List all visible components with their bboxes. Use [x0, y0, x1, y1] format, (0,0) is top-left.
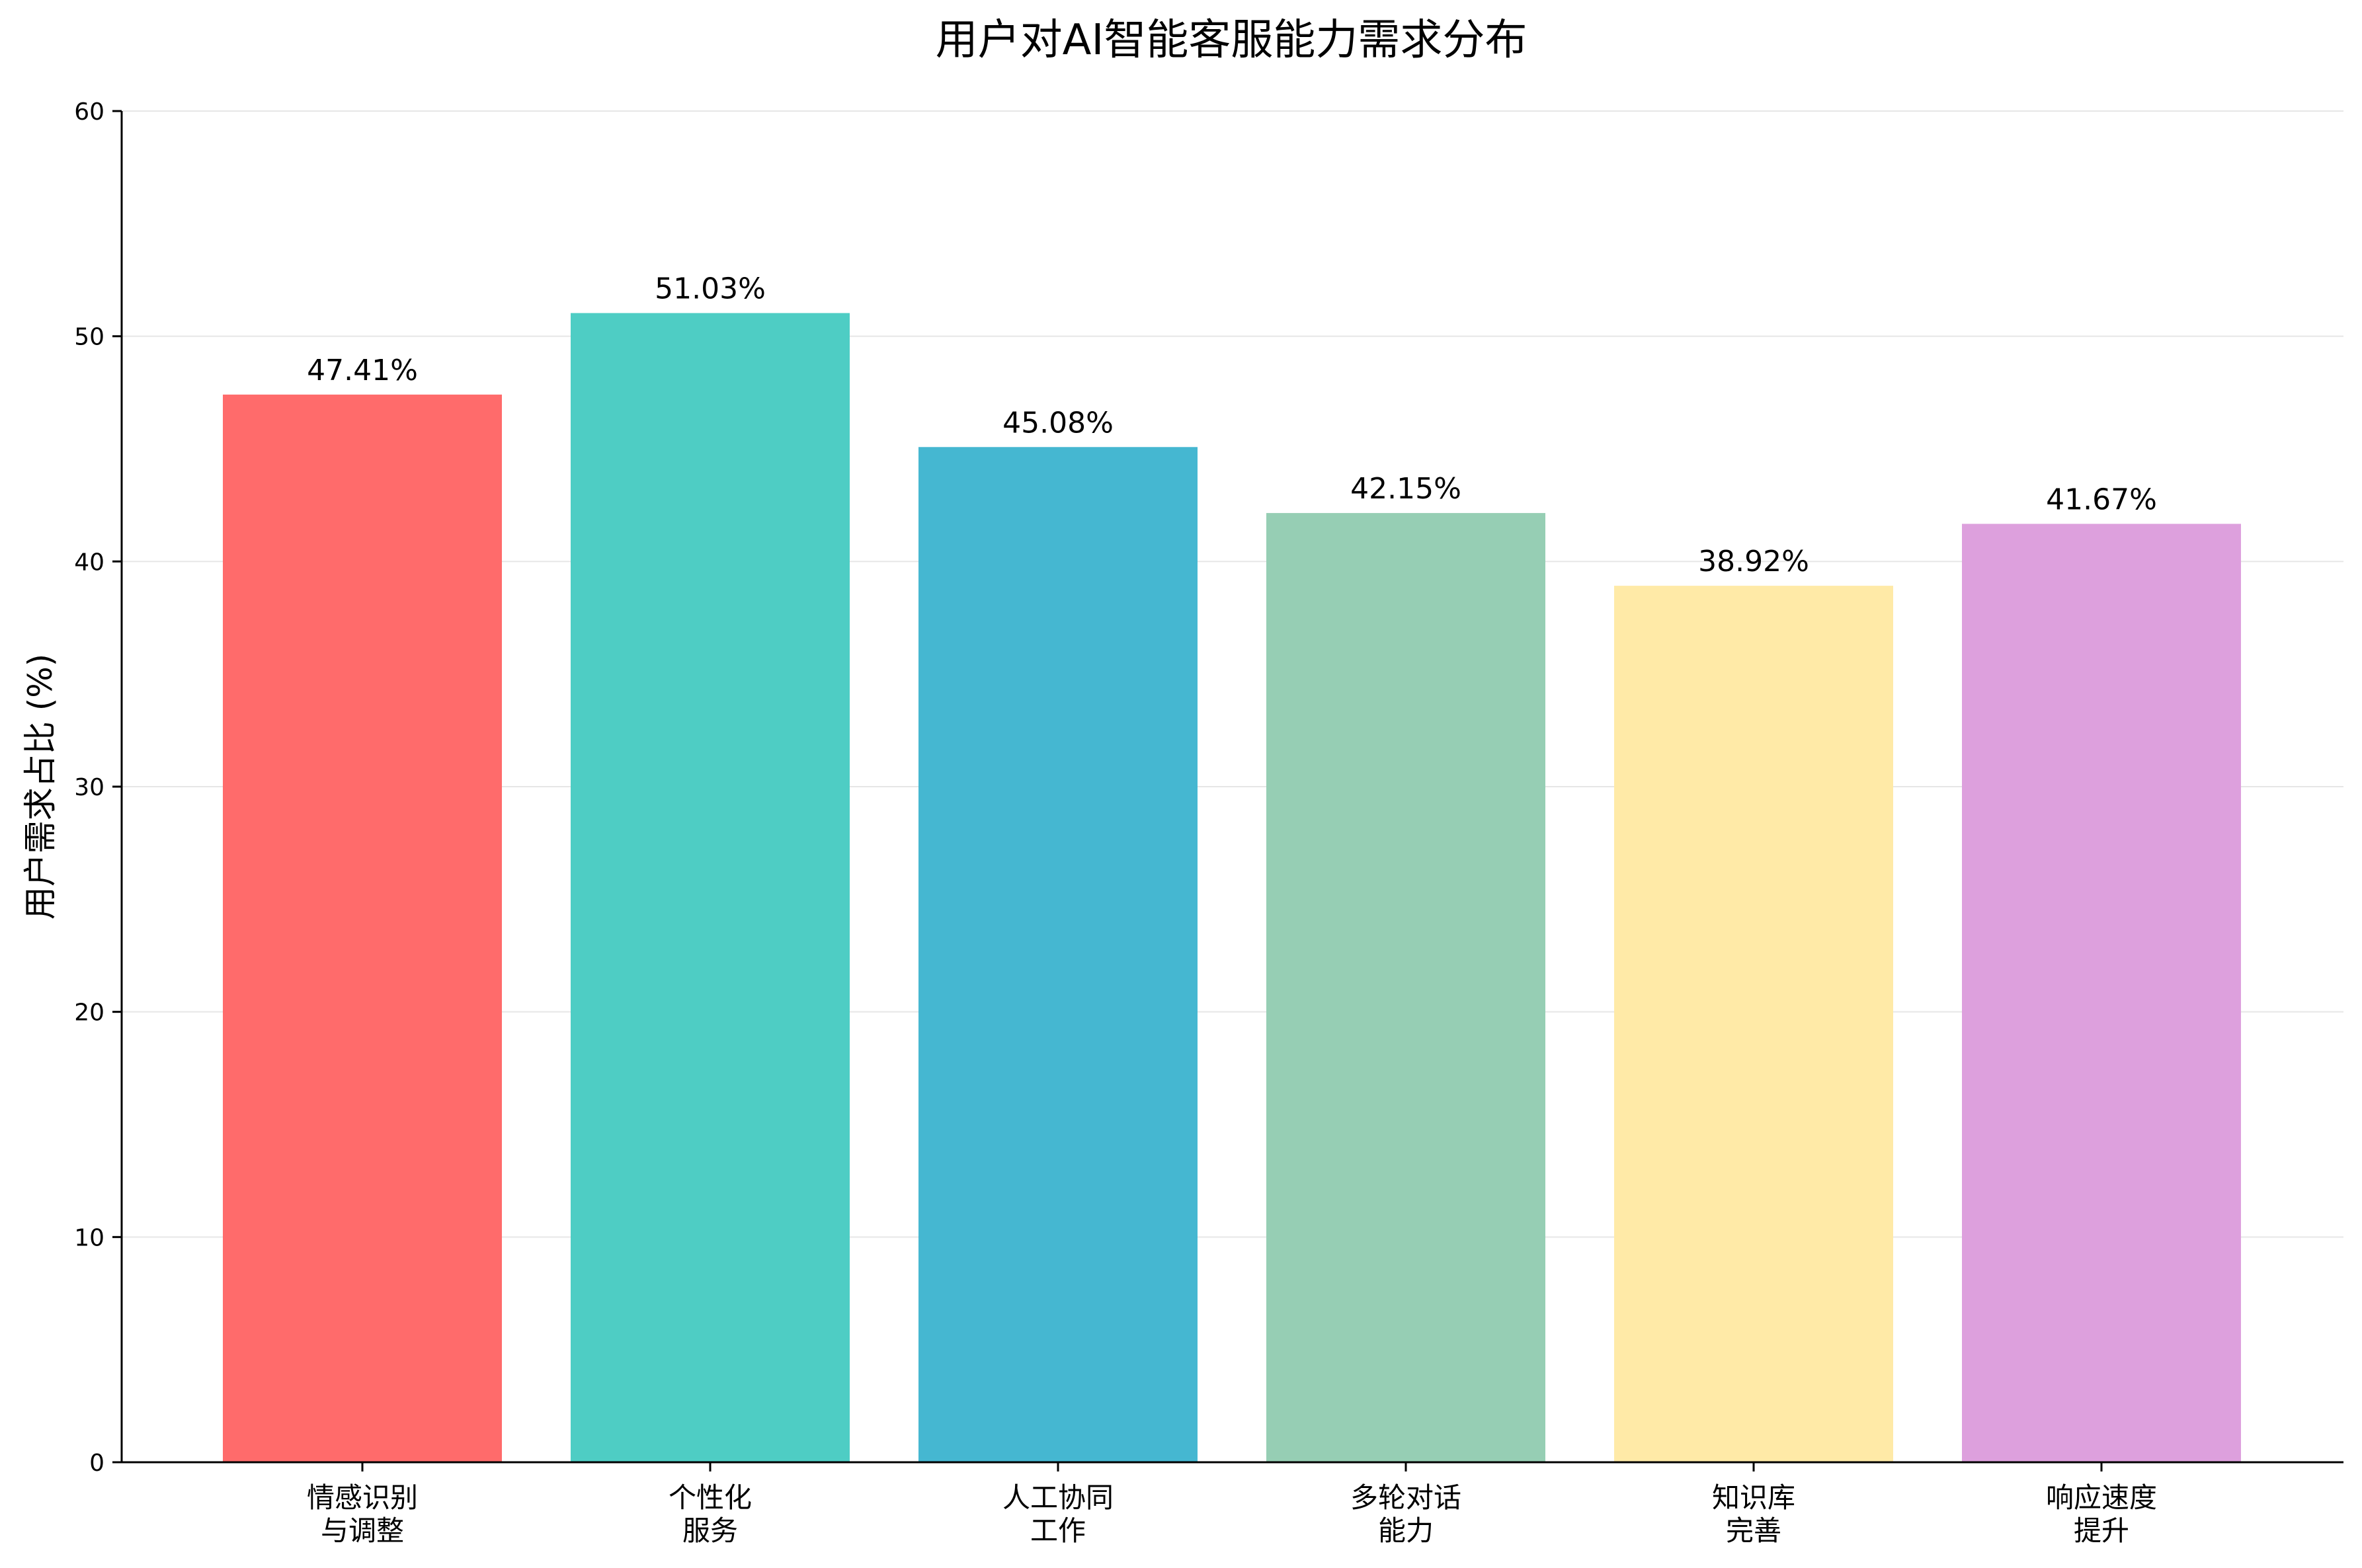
x-tick-label: 能力: [1378, 1514, 1434, 1547]
bar-value-label: 42.15%: [1350, 472, 1461, 506]
x-tick-label: 与调整: [321, 1514, 404, 1547]
chart-title: 用户对AI智能客服能力需求分布: [936, 16, 1527, 65]
x-tick-label: 人工协同: [1002, 1481, 1114, 1514]
x-tick-label: 响应速度: [2046, 1481, 2157, 1514]
bar-value-label: 41.67%: [2046, 483, 2157, 516]
bar-value-label: 38.92%: [1698, 545, 1809, 578]
y-tick-label: 0: [89, 1450, 104, 1477]
y-tick-label: 60: [74, 98, 104, 126]
x-tick-label: 完善: [1726, 1514, 1781, 1547]
x-tick-label: 知识库: [1712, 1481, 1795, 1514]
bar: [1962, 524, 2241, 1462]
bar-value-label: 51.03%: [655, 272, 766, 306]
bar: [1614, 586, 1893, 1463]
bars: [223, 313, 2241, 1463]
y-tick-label: 40: [74, 549, 104, 576]
bar: [1266, 513, 1545, 1462]
bar: [223, 394, 502, 1462]
bar-value-label: 45.08%: [1002, 406, 1114, 440]
y-tick-label: 30: [74, 774, 104, 801]
x-tick-label: 工作: [1030, 1514, 1086, 1547]
y-tick-label: 50: [74, 324, 104, 351]
x-tick-label: 个性化: [669, 1481, 752, 1514]
value-labels: 47.41% 51.03% 45.08% 42.15% 38.92% 41.67%: [307, 272, 2157, 579]
x-tick-label: 服务: [682, 1514, 738, 1547]
x-tick-label: 提升: [2074, 1514, 2129, 1547]
x-tick-label: 情感识别: [307, 1481, 418, 1514]
x-tick-label: 多轮对话: [1350, 1481, 1461, 1514]
bar-value-label: 47.41%: [307, 354, 418, 387]
y-tick-label: 20: [74, 1000, 104, 1027]
y-tick-label: 10: [74, 1224, 104, 1251]
bar: [571, 313, 850, 1462]
y-ticks: 0 10 20 30 40 50 60: [74, 98, 122, 1477]
y-axis-label: 用户需求占比 (%): [21, 654, 60, 920]
bar: [918, 447, 1198, 1462]
